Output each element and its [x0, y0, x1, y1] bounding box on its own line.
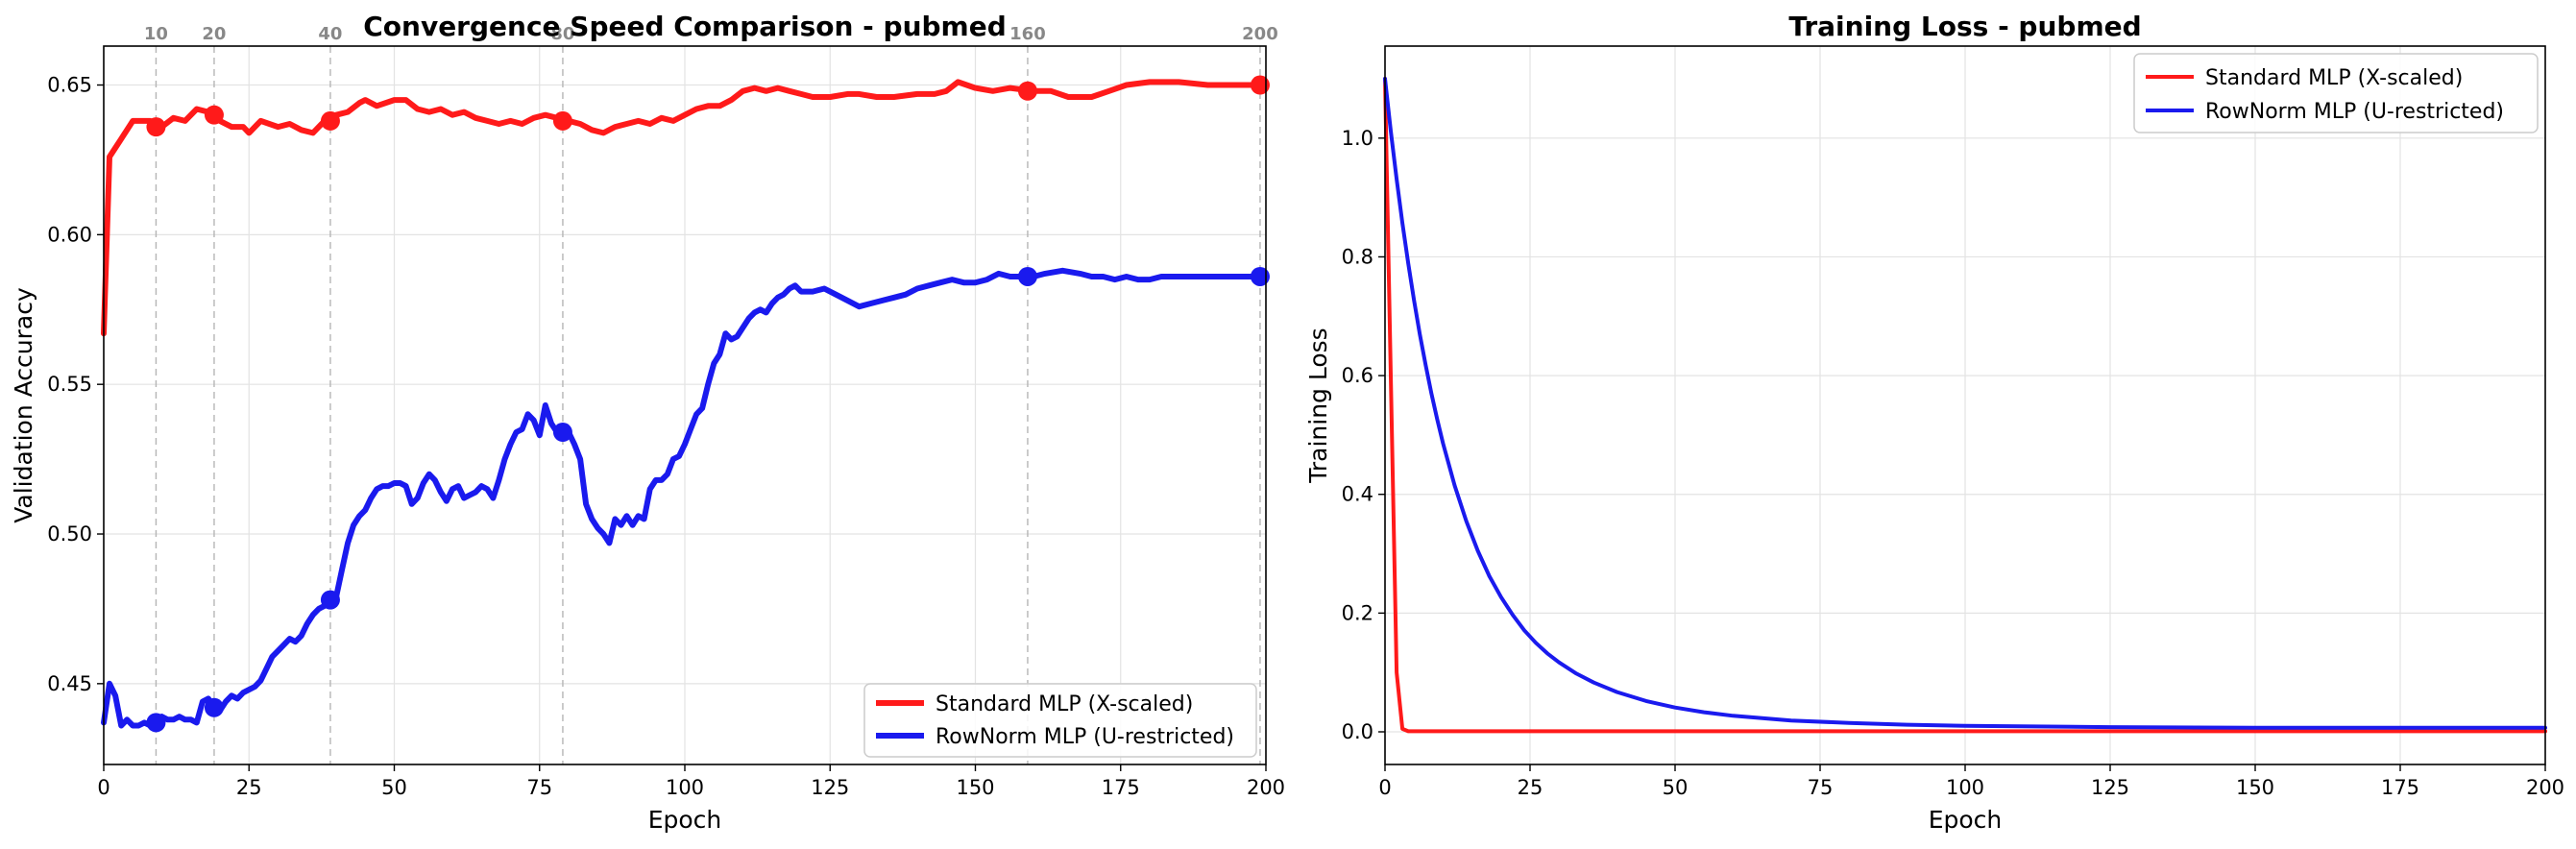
left-legend-label-standard: Standard MLP (X-scaled): [936, 692, 1193, 716]
milestone-label: 80: [550, 24, 574, 44]
milestone-marker: [146, 117, 166, 137]
milestone-marker: [146, 713, 166, 733]
x-tick-label: 175: [2381, 776, 2419, 799]
x-tick-label: 50: [1663, 776, 1689, 799]
right-legend: Standard MLP (X-scaled) RowNorm MLP (U-r…: [2133, 53, 2539, 133]
y-tick-label: 0.4: [1342, 483, 1373, 506]
right-y-axis-label: Training Loss: [1304, 327, 1332, 483]
left-milestone-lines: [155, 46, 1261, 764]
right-panel: 0 25 50 75 100 125 150 175 200 0.0 0.2 0.4 0.6 0.8 1.…: [1304, 11, 2564, 834]
x-tick-label: 125: [811, 776, 849, 799]
milestone-label: 20: [202, 24, 226, 44]
milestone-marker: [204, 697, 224, 717]
left-y-ticks: 0.45 0.50 0.55 0.60 0.65: [47, 74, 104, 695]
x-tick-label: 200: [1247, 776, 1285, 799]
x-tick-label: 100: [1946, 776, 1984, 799]
milestone-marker: [552, 110, 572, 131]
y-tick-label: 0.6: [1342, 364, 1373, 387]
milestone-marker: [1250, 75, 1270, 95]
milestone-marker: [1250, 266, 1270, 286]
milestone-label: 40: [318, 24, 342, 44]
x-tick-label: 75: [526, 776, 552, 799]
y-tick-label: 0.60: [47, 223, 92, 246]
milestone-marker: [320, 590, 340, 610]
left-legend-box: [863, 683, 1257, 758]
right-x-ticks: 0 25 50 75 100 125 150 175 200: [1378, 764, 2564, 799]
right-chart-title: Training Loss - pubmed: [1788, 11, 2141, 42]
y-tick-label: 0.0: [1342, 720, 1373, 743]
x-tick-label: 25: [1518, 776, 1543, 799]
left-milestone-labels: 10 20 40 80 160 200: [144, 24, 1278, 44]
left-series: [101, 75, 1270, 733]
x-tick-label: 150: [956, 776, 994, 799]
x-tick-label: 125: [2091, 776, 2129, 799]
milestone-marker: [1017, 266, 1037, 286]
milestone-label: 10: [144, 24, 168, 44]
x-tick-label: 0: [1378, 776, 1391, 799]
milestone-label: 160: [1009, 24, 1046, 44]
series-line: [1383, 77, 2547, 730]
y-tick-label: 0.55: [47, 373, 92, 396]
milestone-marker: [552, 423, 572, 443]
milestone-marker: [320, 110, 340, 131]
right-legend-label-standard: Standard MLP (X-scaled): [2205, 66, 2463, 90]
left-legend: Standard MLP (X-scaled) RowNorm MLP (U-r…: [863, 683, 1257, 758]
y-tick-label: 0.8: [1342, 245, 1373, 268]
left-legend-label-rownorm: RowNorm MLP (U-restricted): [936, 725, 1234, 749]
right-y-ticks: 0.0 0.2 0.4 0.6 0.8 1.0: [1342, 127, 1385, 743]
series-line: [101, 267, 1269, 729]
right-x-axis-label: Epoch: [1929, 806, 2003, 834]
milestone-marker: [204, 105, 224, 125]
y-tick-label: 0.50: [47, 522, 92, 546]
y-tick-label: 0.2: [1342, 601, 1373, 624]
left-panel: 0 25 50 75 100 125 150 175 200 0.450.500.550.600…: [10, 11, 1285, 834]
milestone-marker: [1017, 81, 1037, 101]
x-tick-label: 175: [1102, 776, 1140, 799]
series-line: [101, 79, 1269, 337]
left-x-ticks: 0 25 50 75 100 125 150 175 200: [97, 764, 1285, 799]
x-tick-label: 100: [666, 776, 704, 799]
left-x-axis-label: Epoch: [648, 806, 722, 834]
x-tick-label: 150: [2236, 776, 2274, 799]
x-tick-label: 50: [381, 776, 407, 799]
y-tick-label: 0.65: [47, 74, 92, 97]
x-tick-label: 75: [1808, 776, 1834, 799]
x-tick-label: 0: [97, 776, 109, 799]
left-chart-title: Convergence Speed Comparison - pubmed: [363, 11, 1007, 42]
x-tick-label: 25: [236, 776, 262, 799]
right-legend-box: [2133, 53, 2539, 133]
right-legend-label-rownorm: RowNorm MLP (U-restricted): [2205, 100, 2504, 124]
milestone-label: 200: [1242, 24, 1278, 44]
left-y-axis-label: Validation Accuracy: [10, 287, 37, 523]
y-tick-label: 1.0: [1342, 127, 1373, 150]
x-tick-label: 200: [2526, 776, 2564, 799]
series-line: [1383, 77, 2547, 734]
y-tick-label: 0.45: [47, 672, 92, 695]
right-series: [1383, 77, 2547, 734]
